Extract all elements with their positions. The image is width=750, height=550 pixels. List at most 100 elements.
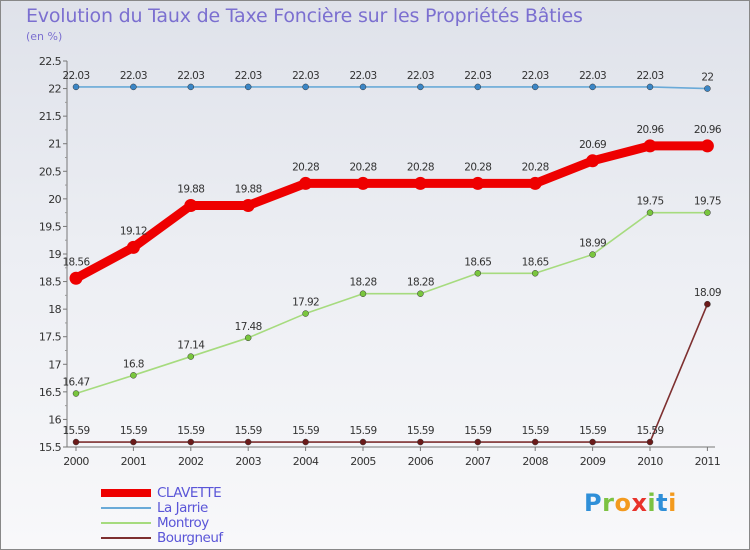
legend-swatch-bourgneuf xyxy=(101,537,151,539)
data-point-clavette xyxy=(126,240,140,254)
y-tick-label: 19 xyxy=(48,248,61,261)
y-tick-label: 16 xyxy=(48,413,61,426)
data-point-montroy xyxy=(187,353,195,360)
data-label-clavette: 20.28 xyxy=(464,161,491,173)
data-point-bourgneuf xyxy=(646,438,654,446)
y-tick-label: 22 xyxy=(48,83,61,96)
data-label-clavette: 20.28 xyxy=(407,161,434,173)
data-point-montroy xyxy=(302,310,309,317)
data-point-la-jarrie xyxy=(589,83,596,91)
legend-swatch-montroy xyxy=(101,522,151,524)
y-tick-label: 20.5 xyxy=(39,165,62,178)
data-label-montroy: 18.28 xyxy=(349,277,376,289)
data-point-la-jarrie xyxy=(359,83,367,91)
data-point-bourgneuf xyxy=(72,438,80,446)
data-label-clavette: 20.69 xyxy=(579,139,606,151)
data-label-clavette: 18.56 xyxy=(62,256,90,268)
data-point-clavette xyxy=(700,139,714,153)
data-label-clavette: 20.28 xyxy=(292,161,319,173)
data-label-montroy: 17.14 xyxy=(177,340,205,352)
logo-letter: i xyxy=(647,489,657,517)
series-line-clavette xyxy=(71,141,712,283)
data-label-la-jarrie: 22.03 xyxy=(522,70,549,82)
legend-swatch-clavette xyxy=(101,489,151,497)
data-point-montroy xyxy=(130,372,137,379)
data-point-clavette xyxy=(299,176,313,190)
data-point-montroy xyxy=(417,290,424,297)
data-point-bourgneuf xyxy=(187,438,195,446)
data-label-montroy: 17.92 xyxy=(292,297,319,309)
legend-label-clavette: CLAVETTE xyxy=(157,485,222,501)
y-tick-label: 15.5 xyxy=(39,441,62,454)
data-label-montroy: 18.28 xyxy=(407,277,434,289)
data-label-bourgneuf: 15.59 xyxy=(292,425,319,437)
data-label-bourgneuf: 15.59 xyxy=(177,425,204,437)
x-tick-label: 2001 xyxy=(121,455,147,468)
y-tick-label: 16.5 xyxy=(39,386,62,399)
legend-label-la-jarrie: La Jarrie xyxy=(157,500,208,516)
data-point-montroy xyxy=(704,209,711,216)
legend-item-la-jarrie: La Jarrie xyxy=(101,500,301,516)
data-label-bourgneuf: 15.59 xyxy=(62,425,89,437)
series-line-montroy xyxy=(75,211,709,395)
data-label-clavette: 20.28 xyxy=(349,161,376,173)
data-point-la-jarrie xyxy=(417,83,424,91)
x-tick-label: 2004 xyxy=(293,455,319,468)
data-point-clavette xyxy=(471,176,485,190)
data-label-bourgneuf: 18.09 xyxy=(694,287,721,299)
data-label-clavette: 19.88 xyxy=(235,183,262,195)
data-label-bourgneuf: 15.59 xyxy=(522,425,549,437)
data-label-clavette: 20.28 xyxy=(522,161,549,173)
data-point-montroy xyxy=(474,270,482,277)
data-point-bourgneuf xyxy=(417,438,424,446)
data-point-bourgneuf xyxy=(589,438,596,446)
x-tick-label: 2000 xyxy=(63,455,89,468)
x-tick-label: 2008 xyxy=(522,455,548,468)
data-point-bourgneuf xyxy=(474,438,482,446)
data-labels: 22.03 22.03 22.03 22.03 22.03 22.03 22.03 22.03… xyxy=(62,70,722,437)
data-label-montroy: 16.8 xyxy=(123,358,144,370)
chart-title: Evolution du Taux de Taxe Foncière sur l… xyxy=(26,5,583,27)
series-line-bourgneuf xyxy=(75,303,709,443)
axes: 15.5 16 16.5 17 17.5 18 18.5 19 19.5 20 20.5 21 21.5… xyxy=(39,55,721,468)
data-label-bourgneuf: 15.59 xyxy=(579,425,606,437)
x-tick-label: 2011 xyxy=(695,455,721,468)
y-tick-label: 20 xyxy=(48,193,61,206)
data-point-bourgneuf xyxy=(704,300,711,308)
data-point-bourgneuf xyxy=(359,438,367,446)
data-label-la-jarrie: 22.03 xyxy=(579,70,606,82)
data-point-montroy xyxy=(646,209,654,216)
data-point-montroy xyxy=(72,390,80,397)
logo-letter: P xyxy=(584,489,603,517)
data-point-la-jarrie xyxy=(72,83,80,91)
logo-letter: x xyxy=(631,489,648,517)
logo-letter: t xyxy=(656,489,669,517)
y-tick-label: 17 xyxy=(48,358,61,371)
y-tick-label: 22.5 xyxy=(39,55,62,68)
data-label-la-jarrie: 22.03 xyxy=(407,70,434,82)
legend: CLAVETTE La Jarrie Montroy Bourgneuf xyxy=(101,485,301,546)
data-label-clavette: 19.12 xyxy=(120,225,147,237)
x-tick-label: 2010 xyxy=(637,455,663,468)
data-label-montroy: 18.99 xyxy=(579,238,606,250)
y-tick-label: 19.5 xyxy=(39,220,62,233)
data-point-clavette xyxy=(413,176,427,190)
data-point-la-jarrie xyxy=(130,83,137,91)
data-point-montroy xyxy=(359,290,367,297)
data-point-clavette xyxy=(69,271,83,285)
x-tick-label: 2002 xyxy=(178,455,204,468)
data-label-la-jarrie: 22 xyxy=(701,72,713,84)
legend-label-montroy: Montroy xyxy=(157,515,209,531)
data-point-bourgneuf xyxy=(531,438,539,446)
data-label-montroy: 17.48 xyxy=(235,321,262,333)
data-label-bourgneuf: 15.59 xyxy=(349,425,376,437)
data-point-clavette xyxy=(356,176,370,190)
data-label-la-jarrie: 22.03 xyxy=(62,70,89,82)
x-tick-label: 2005 xyxy=(350,455,376,468)
data-point-la-jarrie xyxy=(704,85,711,92)
legend-item-clavette: CLAVETTE xyxy=(101,485,301,501)
x-tick-label: 2003 xyxy=(235,455,261,468)
data-point-clavette xyxy=(528,176,542,190)
data-point-la-jarrie xyxy=(474,83,482,91)
